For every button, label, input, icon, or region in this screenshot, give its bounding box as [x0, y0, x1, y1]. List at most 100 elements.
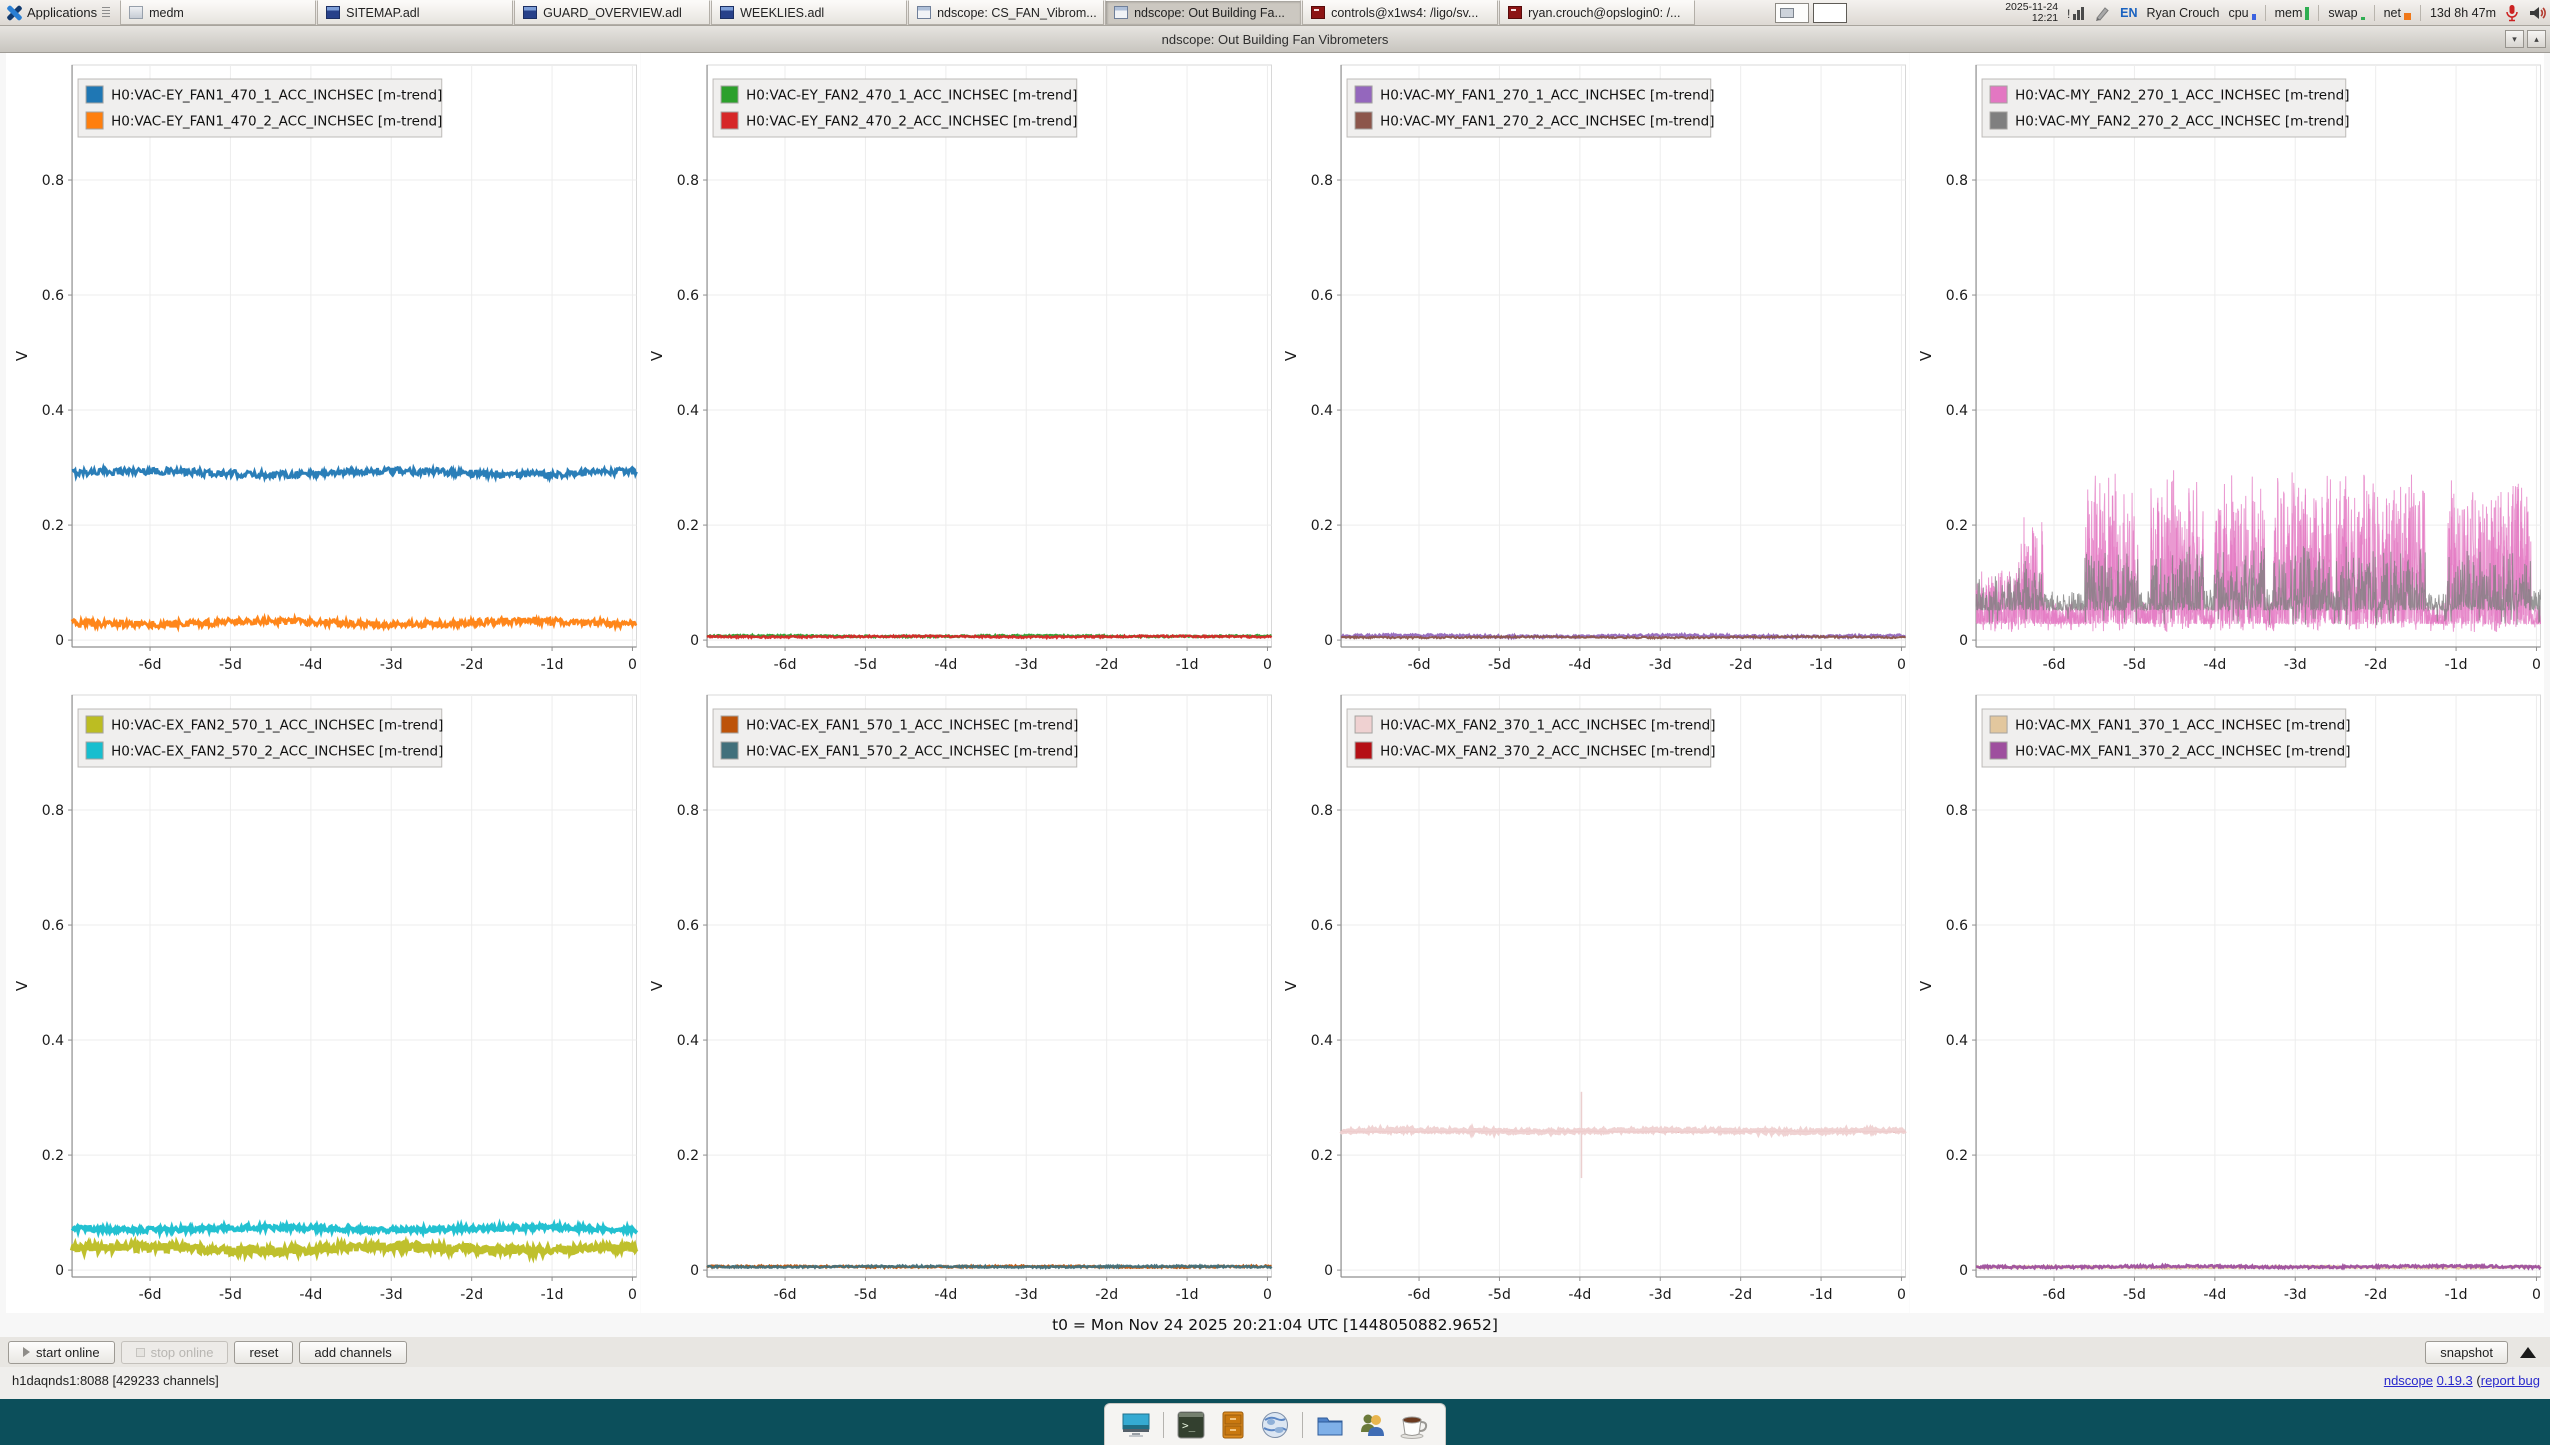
medm-window-icon	[129, 6, 144, 19]
workspace-2[interactable]	[1813, 2, 1848, 23]
system-load-graph-icon[interactable]: !	[2067, 5, 2085, 21]
play-icon	[23, 1347, 30, 1357]
plot-legend[interactable]: H0:VAC-EY_FAN2_470_1_ACC_INCHSEC [m-tren…	[712, 78, 1077, 138]
swap-meter[interactable]: swap	[2328, 6, 2365, 20]
svg-text:-5d: -5d	[1488, 1287, 1511, 1303]
svg-text:-5d: -5d	[219, 1287, 242, 1303]
plot-legend[interactable]: H0:VAC-MY_FAN2_270_1_ACC_INCHSEC [m-tren…	[1981, 78, 2349, 138]
svg-text:-4d: -4d	[2203, 657, 2226, 673]
svg-text:-1d: -1d	[2444, 1287, 2467, 1303]
legend-entry: H0:VAC-EY_FAN2_470_1_ACC_INCHSEC [m-tren…	[746, 88, 1077, 104]
svg-text:0.2: 0.2	[1945, 1148, 1967, 1164]
keyboard-layout-indicator[interactable]: EN	[2120, 5, 2138, 20]
cpu-meter[interactable]: cpu	[2228, 6, 2256, 20]
window-title: ndscope: Out Building Fan Vibrometers	[1161, 31, 1389, 47]
plot-EY_FAN1_470[interactable]: -6d -5d -4d -3d -2d -1d 0 0 0.2 0.4 0.6 0.8 V H0:VAC-…	[6, 53, 641, 683]
svg-text:0: 0	[2532, 657, 2541, 673]
task-label: ndscope: Out Building Fa...	[1134, 5, 1285, 20]
mem-label: mem	[2274, 5, 2303, 20]
mem-bar	[2305, 6, 2310, 20]
microphone-icon[interactable]	[2505, 4, 2519, 22]
task-button-3[interactable]: WEEKLIES.adl	[711, 0, 908, 25]
legend-entry: H0:VAC-MY_FAN1_270_1_ACC_INCHSEC [m-tren…	[1380, 88, 1714, 104]
file-manager-icon[interactable]	[1315, 1410, 1345, 1440]
svg-text:0.6: 0.6	[1945, 918, 1967, 934]
plot-legend[interactable]: H0:VAC-EX_FAN2_570_1_ACC_INCHSEC [m-tren…	[77, 708, 443, 768]
ndscope-link[interactable]: ndscope	[2383, 1372, 2433, 1388]
plot-MY_FAN2_270[interactable]: -6d -5d -4d -3d -2d -1d 0 0 0.2 0.4 0.6 0.8 V H0:VAC-…	[1909, 53, 2545, 683]
task-button-5[interactable]: ndscope: Out Building Fa...	[1105, 0, 1302, 25]
plot-cell-EY_FAN2_470: -6d -5d -4d -3d -2d -1d 0 0 0.2 0.4 0.6 0.8 V H0:VAC-…	[640, 53, 1276, 683]
coffee-cup-icon[interactable]	[1399, 1410, 1429, 1440]
window-tasklist: medm SITEMAP.adl GUARD_OVERVIEW.adl WEEKLIE…	[120, 0, 1696, 25]
expander-triangle-icon[interactable]	[2520, 1346, 2536, 1358]
stylus-icon[interactable]	[2094, 5, 2111, 21]
version-link[interactable]: 0.19.3	[2436, 1372, 2473, 1388]
adl-window-icon	[720, 6, 735, 19]
plot-EX_FAN2_570[interactable]: -6d -5d -4d -3d -2d -1d 0 0 0.2 0.4 0.6 0.8 V H0:VAC-…	[6, 683, 641, 1313]
svg-text:0: 0	[55, 1263, 64, 1279]
task-button-6[interactable]: controls@x1ws4: /ligo/sv...	[1302, 0, 1499, 25]
legend-entry: H0:VAC-MY_FAN2_270_1_ACC_INCHSEC [m-tren…	[2015, 88, 2349, 104]
applications-menu[interactable]: Applications	[0, 0, 120, 25]
browser-globe-icon[interactable]	[1260, 1410, 1290, 1440]
speaker-icon[interactable]	[2528, 4, 2546, 22]
window-menu-button[interactable]: ▴	[2527, 30, 2546, 48]
series-MY_FAN2_270-1	[1975, 546, 2541, 626]
workspace-1[interactable]	[1775, 2, 1810, 23]
monitor-icon[interactable]	[1121, 1410, 1151, 1440]
svg-text:0.2: 0.2	[1311, 1148, 1333, 1164]
plot-EY_FAN2_470[interactable]: -6d -5d -4d -3d -2d -1d 0 0 0.2 0.4 0.6 0.8 V H0:VAC-…	[640, 53, 1276, 683]
plot-MX_FAN1_370[interactable]: -6d -5d -4d -3d -2d -1d 0 0 0.2 0.4 0.6 0.8 V H0:VAC-…	[1909, 683, 2545, 1313]
report-bug-link[interactable]: report bug	[2480, 1372, 2540, 1388]
clock[interactable]: 2025-11-24 12:21	[2005, 0, 2059, 24]
plot-legend[interactable]: H0:VAC-EY_FAN1_470_1_ACC_INCHSEC [m-tren…	[77, 78, 442, 138]
plot-MY_FAN1_270[interactable]: -6d -5d -4d -3d -2d -1d 0 0 0.2 0.4 0.6 0.8 V H0:VAC-…	[1275, 53, 1910, 683]
task-button-1[interactable]: SITEMAP.adl	[317, 0, 514, 25]
file-cabinet-icon[interactable]	[1218, 1410, 1248, 1440]
user-name[interactable]: Ryan Crouch	[2146, 5, 2220, 20]
plot-grid: -6d -5d -4d -3d -2d -1d 0 0 0.2 0.4 0.6 0.8 V H0:VAC-…	[0, 53, 2550, 1313]
svg-text:0: 0	[628, 657, 637, 673]
about-paren: (	[2472, 1372, 2481, 1388]
plot-MX_FAN2_370[interactable]: -6d -5d -4d -3d -2d -1d 0 0 0.2 0.4 0.6 0.8 V H0:VAC-…	[1275, 683, 1910, 1313]
stop-online-button[interactable]: stop online	[120, 1340, 229, 1364]
plot-legend[interactable]: H0:VAC-MX_FAN2_370_1_ACC_INCHSEC [m-tren…	[1346, 708, 1715, 768]
task-button-2[interactable]: GUARD_OVERVIEW.adl	[514, 0, 711, 25]
task-button-7[interactable]: ryan.crouch@opslogin0: /...	[1499, 0, 1696, 25]
legend-swatch	[1989, 85, 2008, 104]
task-button-4[interactable]: ndscope: CS_FAN_Vibrom...	[908, 0, 1105, 25]
about-links: ndscope 0.19.3 (report bug	[2384, 1373, 2540, 1388]
svg-text:0.4: 0.4	[676, 1033, 698, 1049]
y-axis-label: V	[648, 980, 666, 991]
legend-swatch	[720, 111, 739, 130]
plot-legend[interactable]: H0:VAC-MY_FAN1_270_1_ACC_INCHSEC [m-tren…	[1346, 78, 1714, 138]
legend-entry: H0:VAC-EX_FAN2_570_1_ACC_INCHSEC [m-tren…	[111, 718, 443, 734]
reset-button[interactable]: reset	[234, 1340, 294, 1364]
uptime-indicator[interactable]: 13d 8h 47m	[2429, 5, 2496, 20]
add-channels-button[interactable]: add channels	[299, 1340, 407, 1364]
window-titlebar[interactable]: ndscope: Out Building Fan Vibrometers ▾ …	[0, 26, 2550, 53]
users-icon[interactable]	[1357, 1410, 1387, 1440]
plot-legend[interactable]: H0:VAC-MX_FAN1_370_1_ACC_INCHSEC [m-tren…	[1981, 708, 2350, 768]
mem-meter[interactable]: mem	[2275, 6, 2310, 20]
snapshot-button[interactable]: snapshot	[2425, 1340, 2508, 1364]
net-meter[interactable]: net	[2384, 6, 2411, 20]
clock-date: 2025-11-24	[2005, 0, 2059, 13]
svg-text:-3d: -3d	[1014, 657, 1037, 673]
legend-entry: H0:VAC-MY_FAN1_270_2_ACC_INCHSEC [m-tren…	[1380, 114, 1714, 130]
window-shade-button[interactable]: ▾	[2505, 30, 2524, 48]
taskbar-spacer	[1696, 0, 1775, 25]
svg-text:-4d: -4d	[299, 1287, 322, 1303]
legend-entry: H0:VAC-EY_FAN2_470_2_ACC_INCHSEC [m-tren…	[746, 114, 1077, 130]
workspace-pager[interactable]	[1775, 0, 1848, 25]
svg-text:-3d: -3d	[2283, 1287, 2306, 1303]
svg-text:-3d: -3d	[1649, 657, 1672, 673]
svg-text:-6d: -6d	[773, 1287, 796, 1303]
series-EX_FAN2_570-0	[69, 1235, 639, 1264]
plot-EX_FAN1_570[interactable]: -6d -5d -4d -3d -2d -1d 0 0 0.2 0.4 0.6 0.8 V H0:VAC-…	[640, 683, 1276, 1313]
plot-legend[interactable]: H0:VAC-EX_FAN1_570_1_ACC_INCHSEC [m-tren…	[712, 708, 1078, 768]
start-online-button[interactable]: start online	[8, 1340, 115, 1364]
terminal-icon[interactable]: >_	[1176, 1410, 1206, 1440]
task-button-0[interactable]: medm	[120, 0, 317, 25]
